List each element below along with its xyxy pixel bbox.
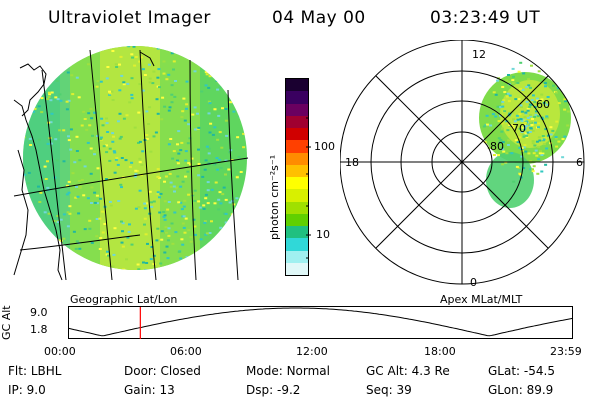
- info-flt: Flt: LBHL: [8, 364, 62, 378]
- apex-caption: Apex MLat/MLT: [440, 293, 523, 306]
- mlt-label-12: 12: [472, 48, 486, 61]
- altitude-ytick-high: 9.0: [30, 306, 48, 319]
- lat-label-70: 70: [512, 122, 526, 135]
- altitude-ytick-low: 1.8: [30, 323, 48, 336]
- colorbar-swatch: [286, 262, 308, 275]
- colorbar-swatch: [286, 213, 308, 226]
- info-glat: GLat: -54.5: [488, 364, 555, 378]
- altitude-curve: [68, 307, 574, 337]
- lat-lon-grid: [13, 49, 249, 281]
- colorbar-ticks: [306, 117, 311, 259]
- altitude-ylabel: GC Alt: [0, 305, 13, 340]
- lat-label-80: 80: [490, 140, 504, 153]
- colorbar-swatch: [286, 115, 308, 128]
- info-ip: IP: 9.0: [8, 383, 46, 397]
- mlt-label-18: 18: [345, 156, 359, 169]
- colorbar-swatch: [286, 79, 308, 92]
- xtick-0000: 00:00: [44, 345, 76, 358]
- info-glon: GLon: 89.9: [488, 383, 554, 397]
- mlt-label-0: 0: [470, 276, 477, 289]
- colorbar-swatch: [286, 177, 308, 190]
- xtick-1200: 12:00: [296, 345, 328, 358]
- colorbar-label: photon cm⁻²s⁻¹: [268, 154, 281, 240]
- info-seq: Seq: 39: [366, 383, 412, 397]
- colorbar-swatch: [286, 103, 308, 116]
- colorbar-swatch: [286, 250, 308, 263]
- info-gain: Gain: 13: [124, 383, 175, 397]
- coastline: [13, 51, 155, 281]
- colorbar-swatch: [286, 152, 308, 165]
- mlt-label-6: 6: [576, 156, 583, 169]
- info-dsp: Dsp: -9.2: [246, 383, 301, 397]
- altitude-plot: [68, 306, 574, 339]
- colorbar-tick-100: 100: [314, 140, 335, 153]
- colorbar-swatch: [286, 189, 308, 202]
- xtick-0600: 06:00: [170, 345, 202, 358]
- colorbar-tick-10: 10: [316, 228, 330, 241]
- colorbar-swatch: [286, 201, 308, 214]
- instrument-title: Ultraviolet Imager: [48, 8, 211, 28]
- colorbar-swatch: [286, 91, 308, 104]
- geographic-caption: Geographic Lat/Lon: [70, 293, 178, 306]
- lat-label-60: 60: [536, 98, 550, 111]
- colorbar-swatch: [286, 238, 308, 251]
- info-gcalt: GC Alt: 4.3 Re: [366, 364, 450, 378]
- date-label: 04 May 00: [272, 8, 366, 28]
- colorbar-swatch: [286, 128, 308, 141]
- colorbar-swatch: [286, 164, 308, 177]
- polar-grid: [340, 40, 585, 285]
- geographic-image: [13, 46, 249, 281]
- info-door: Door: Closed: [124, 364, 201, 378]
- colorbar: [285, 78, 309, 276]
- xtick-2359: 23:59: [550, 345, 582, 358]
- time-label: 03:23:49 UT: [430, 8, 541, 28]
- colorbar-swatch: [286, 226, 308, 239]
- xtick-1800: 18:00: [424, 345, 456, 358]
- colorbar-swatch: [286, 140, 308, 153]
- info-mode: Mode: Normal: [246, 364, 330, 378]
- polar-plot: [340, 40, 585, 285]
